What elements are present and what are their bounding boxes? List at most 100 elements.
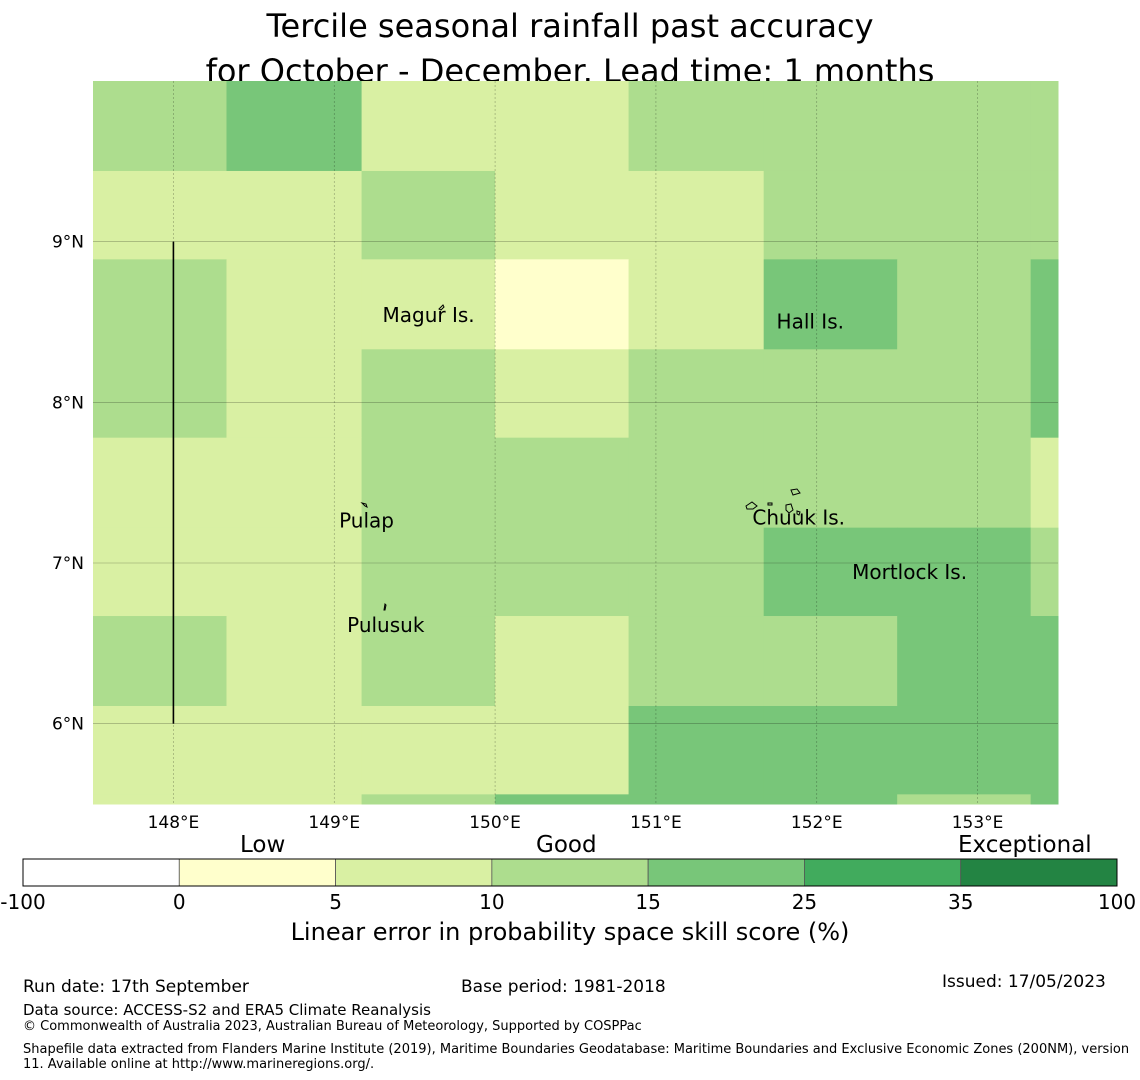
grid-cell [361,81,496,172]
lon-tick-label: 150°E [469,813,521,833]
grid-cell [897,794,1032,805]
grid-cell [93,527,227,617]
grid-cell [628,527,765,617]
grid-cell [1030,259,1059,350]
colorbar-box [491,858,649,887]
shapefile-note: Shapefile data extracted from Flanders M… [23,1042,1130,1072]
island-outline [438,304,445,311]
place-label: Pulap [339,509,394,533]
colorbar-box [22,858,180,887]
grid-cell [763,616,898,707]
place-label: Pulusuk [347,613,425,637]
grid-cell [897,705,1032,795]
colorbar-title: Linear error in probability space skill … [290,918,850,946]
lon-tick-label: 149°E [308,813,360,833]
lon-tick-label: 153°E [952,813,1004,833]
island-outline [383,602,387,611]
graticule [93,81,1058,804]
grid-cell [226,259,363,350]
place-label: Hall Is. [777,309,844,333]
grid-cell [763,259,898,350]
grid-cell [361,794,496,805]
grid-cell [763,794,898,805]
grid-cell [897,259,1032,350]
grid-cell [495,616,630,707]
island-outline [796,510,801,516]
grid-cell [226,794,363,805]
grid-cell [763,705,898,795]
island-outline [360,502,368,508]
colorbar: -100 0 5 10 15 25 35 100 [0,858,1136,914]
grid-cell [226,705,363,795]
lon-tick-label: 148°E [148,813,200,833]
lat-tick-label: 9°N [52,233,84,253]
run-date: Run date: 17th September [23,977,249,997]
grid-cell [93,437,227,529]
grid-cell [361,259,496,350]
grid-cell [495,705,630,795]
grid-cell [1030,705,1059,795]
island-outline [767,502,773,506]
grid-cell [93,81,227,172]
grid-cell [897,170,1032,260]
island-outline [745,501,758,510]
grid-cell [1030,616,1059,707]
grid-cell [361,437,496,529]
grid-cell [763,527,898,617]
colorbar-tick-label: 5 [329,890,342,914]
colorbar-boxes [22,858,1118,887]
grid-cell [628,794,765,805]
map-panel: Magur Is. Hall Is. Pulap Chuuk Is. Mortlock … [52,81,1059,833]
grid-cell [1030,794,1059,805]
grid-cell [226,527,363,617]
grid-cell [628,705,765,795]
grid-cell [628,170,765,260]
place-label: Mortlock Is. [852,560,967,584]
colorbar-box [178,858,336,887]
grid-cell [495,349,630,439]
grid-cell [226,616,363,707]
skill-grid [93,81,1059,805]
grid-cell [495,437,630,529]
grid-cell [226,81,363,172]
grid-cell [93,170,227,260]
lat-tick-label: 8°N [52,393,84,413]
colorbar-tick-label: -100 [0,890,45,914]
axis-ticks: 148°E 149°E 150°E 151°E 152°E 153°E 9°N 8°N 7°N 6… [52,233,1003,833]
colorbar-box [960,858,1118,887]
map-title: Tercile seasonal rainfall past accuracy … [0,4,1140,94]
grid-cell [93,705,227,795]
grid-cell [1030,349,1059,439]
title-line-1: Tercile seasonal rainfall past accuracy [266,7,874,45]
grid-cell [763,349,898,439]
grid-cell [763,437,898,529]
place-label: Magur Is. [383,303,475,327]
grid-cell [361,705,496,795]
data-source: Data source: ACCESS-S2 and ERA5 Climate … [23,1001,431,1019]
grid-cell [897,527,1032,617]
base-period: Base period: 1981-2018 [461,977,666,997]
grid-cell [628,259,765,350]
grid-cell [93,349,227,439]
grid-cell [93,794,227,805]
grid-cell [897,81,1032,172]
grid-cell [763,81,898,172]
copyright: © Commonwealth of Australia 2023, Austra… [23,1019,642,1034]
grid-cell [897,349,1032,439]
grid-cell [226,349,363,439]
grid-cell [226,437,363,529]
colorbar-labels: -100 0 5 10 15 25 35 100 [0,890,1136,914]
grid-cell [361,616,496,707]
legend-category-good: Good [536,832,597,858]
grid-cell [1030,437,1059,529]
colorbar-frame [22,858,1118,887]
island-outlines [360,304,801,611]
grid-cell [628,349,765,439]
grid-cell [628,616,765,707]
legend-category-exceptional: Exceptional [958,832,1092,858]
grid-cell [1030,527,1059,617]
lat-tick-label: 7°N [52,554,84,574]
lon-tick-label: 152°E [791,813,843,833]
grid-cell [361,170,496,260]
colorbar-tick-label: 15 [635,890,660,914]
